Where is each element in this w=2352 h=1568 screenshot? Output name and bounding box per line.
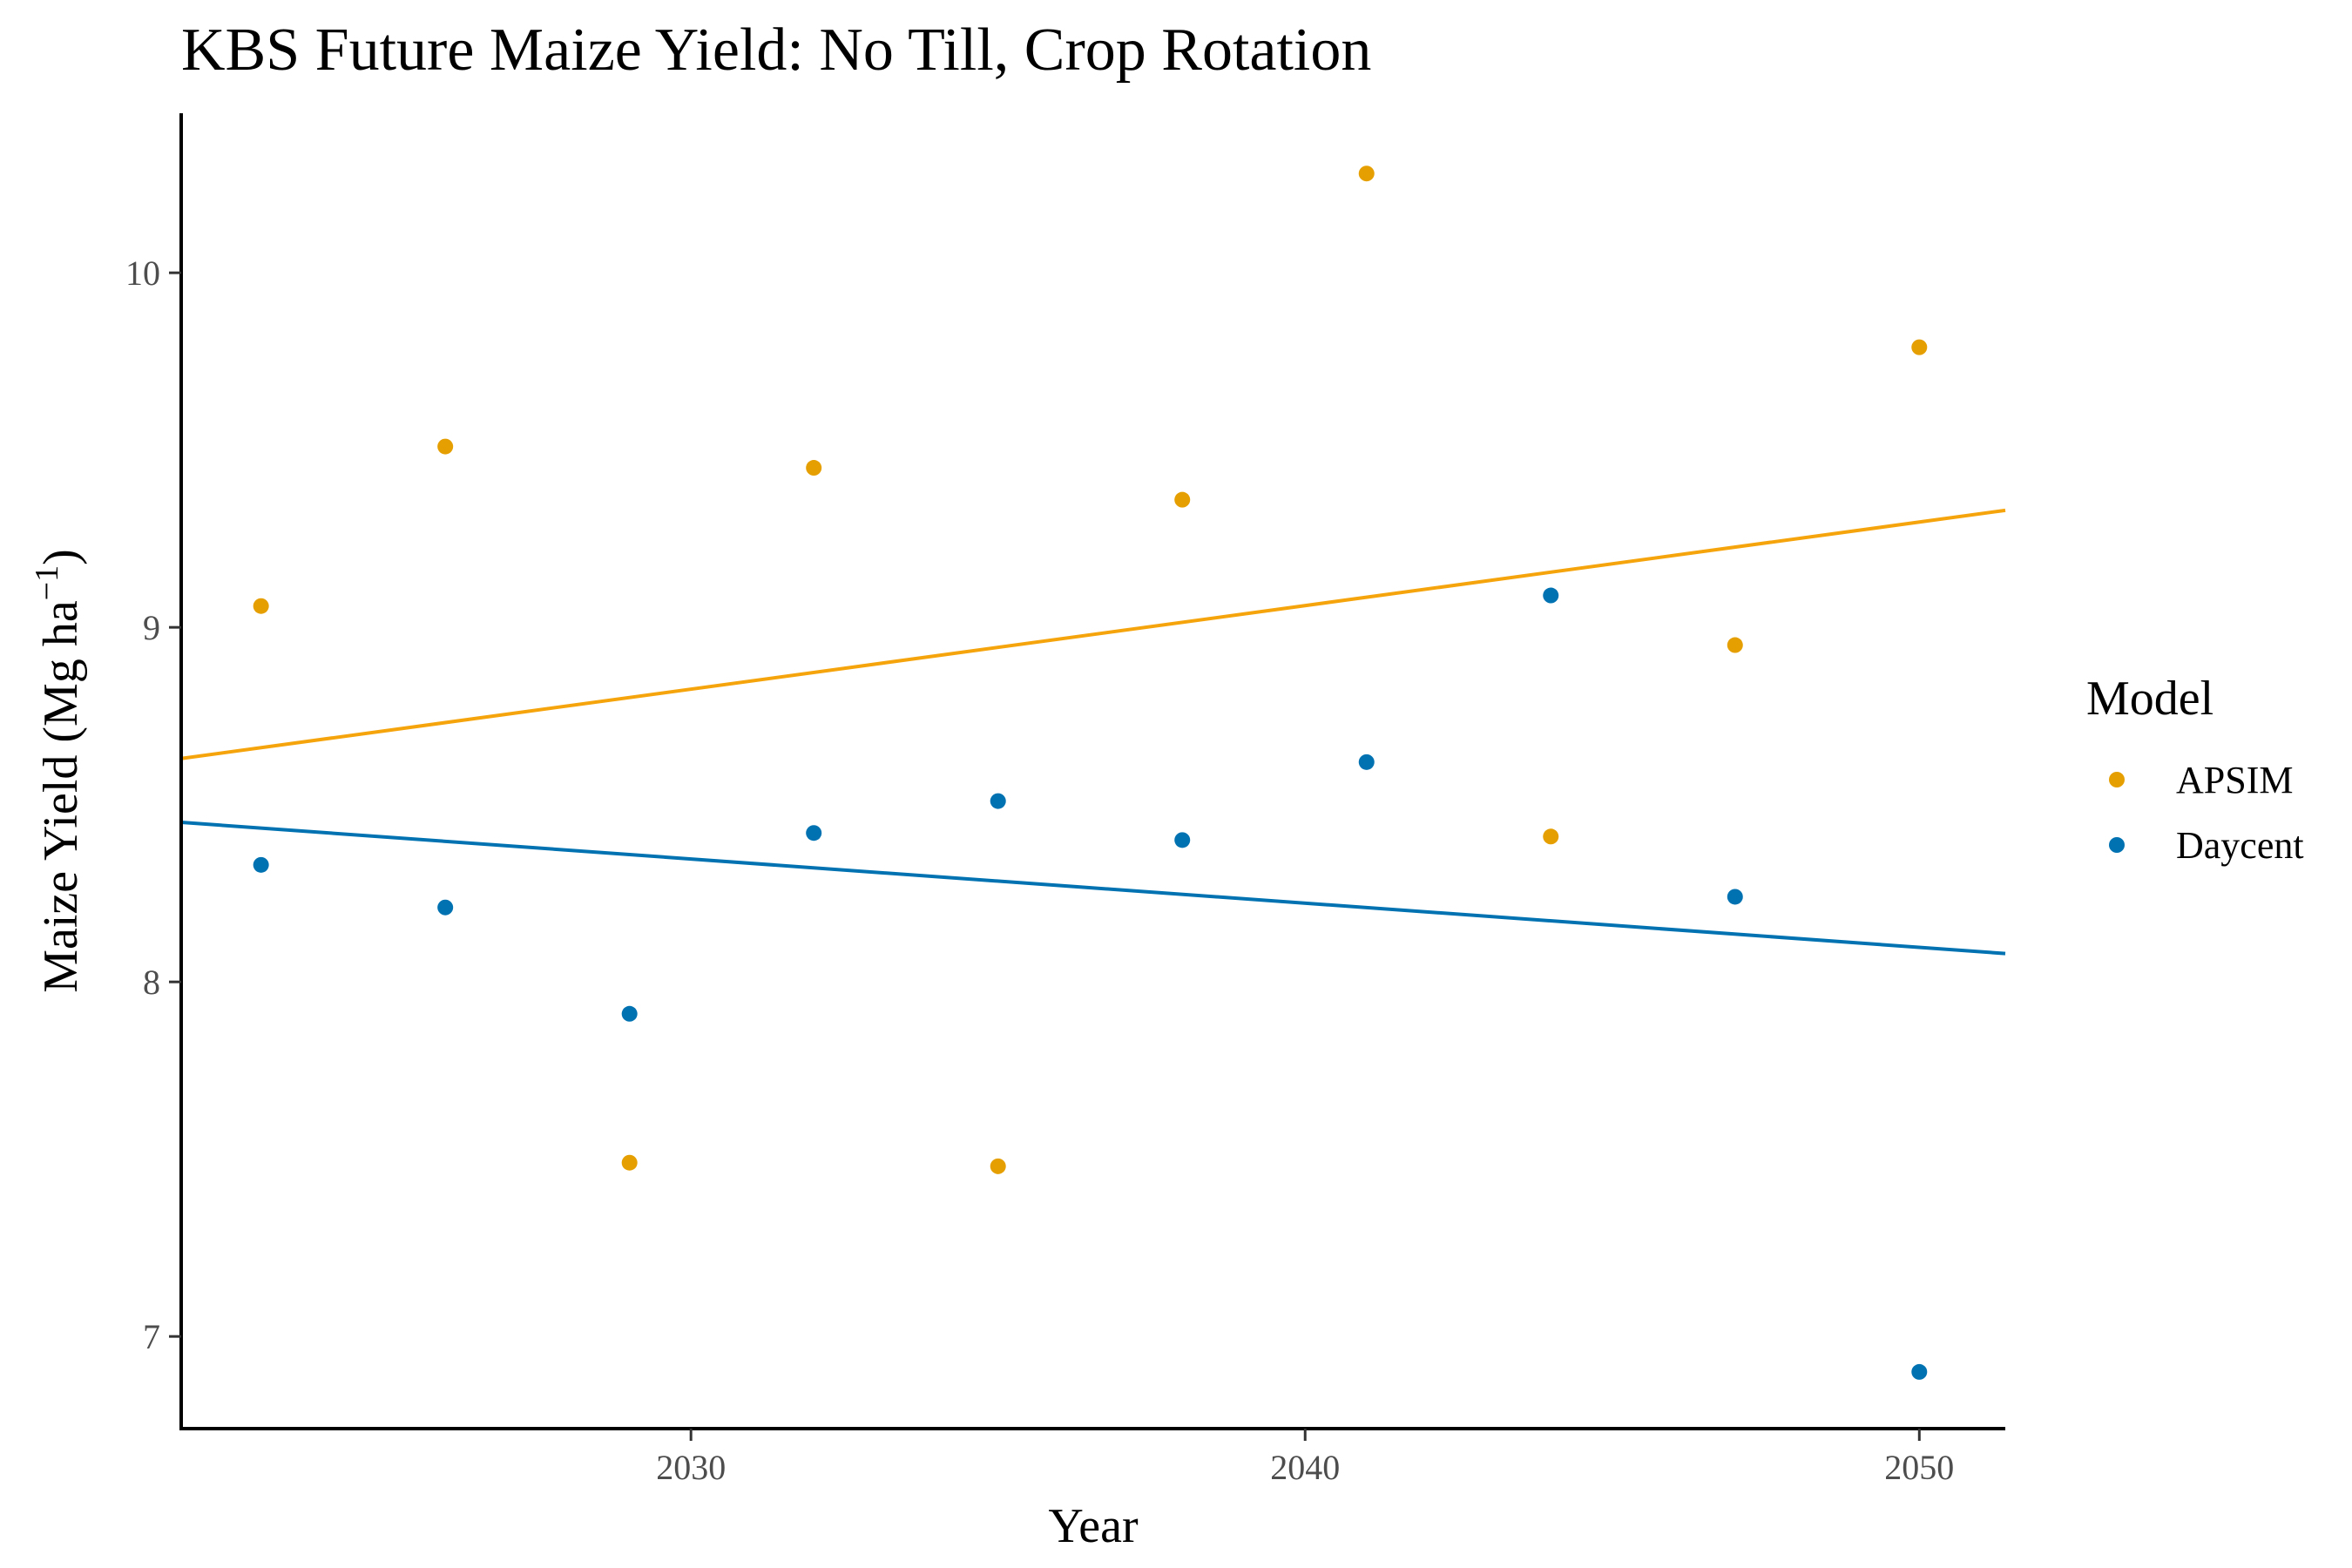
- apsim-point: [1543, 828, 1559, 845]
- chart-title: KBS Future Maize Yield: No Till, Crop Ro…: [181, 17, 1371, 84]
- legend: Model APSIM Daycent: [2086, 672, 2304, 867]
- daycent-point: [253, 856, 269, 873]
- y-axis-title-superscript: −1: [29, 565, 65, 600]
- daycent-point: [1174, 832, 1191, 848]
- legend-key-daycent: [2109, 837, 2125, 853]
- plot-area: [180, 166, 2006, 1380]
- apsim-point: [253, 598, 269, 614]
- legend-key-apsim: [2109, 772, 2125, 787]
- legend-label-daycent: Daycent: [2176, 824, 2304, 867]
- apsim-point: [1911, 339, 1928, 355]
- apsim-point: [437, 438, 454, 455]
- legend-label-apsim: APSIM: [2176, 759, 2294, 801]
- y-axis-title-close: ): [34, 549, 88, 565]
- daycent-point: [1727, 889, 1743, 905]
- x-ticks: 2030 2040 2050: [656, 1429, 1954, 1487]
- apsim-point: [1727, 637, 1743, 653]
- daycent-point: [621, 1005, 638, 1022]
- daycent-point: [990, 793, 1006, 809]
- apsim-point: [1174, 491, 1191, 508]
- y-tick-label: 7: [143, 1317, 160, 1356]
- daycent-point: [437, 899, 454, 916]
- y-tick-label: 9: [143, 608, 160, 647]
- x-tick-label: 2040: [1270, 1448, 1340, 1487]
- daycent-point: [1911, 1363, 1928, 1380]
- legend-title: Model: [2086, 672, 2213, 726]
- y-ticks: 7 8 9 10: [125, 253, 181, 1356]
- x-axis-title: Year: [1048, 1499, 1139, 1553]
- x-tick-label: 2030: [656, 1448, 726, 1487]
- apsim-point: [1358, 166, 1375, 182]
- apsim-point: [990, 1158, 1006, 1174]
- apsim-point: [621, 1154, 638, 1171]
- y-axis-title-main: Maize Yield (Mg ha: [34, 600, 88, 993]
- daycent-point: [806, 825, 822, 841]
- y-tick-label: 8: [143, 963, 160, 1002]
- daycent-point: [1543, 587, 1559, 604]
- x-tick-label: 2050: [1884, 1448, 1954, 1487]
- daycent-trend-line: [180, 821, 2006, 956]
- y-axis-title: Maize Yield (Mg ha−1): [29, 549, 88, 993]
- apsim-point: [806, 460, 822, 476]
- y-tick-label: 10: [125, 253, 160, 293]
- apsim-trend-line: [180, 508, 2006, 760]
- daycent-point: [1358, 754, 1375, 770]
